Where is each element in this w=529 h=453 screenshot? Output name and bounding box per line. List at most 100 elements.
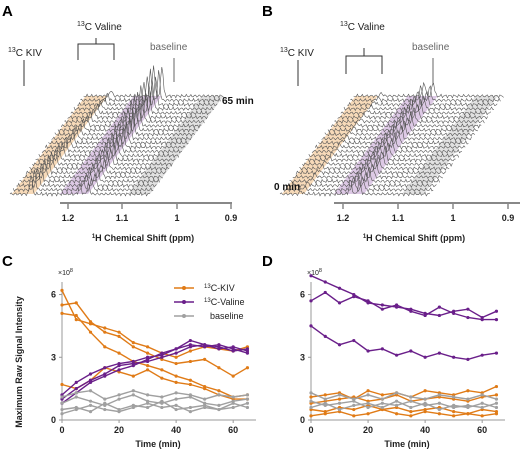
svg-text:13C KIV: 13C KIV [8, 47, 42, 59]
data-point [231, 374, 235, 378]
panel-letter-b: B [262, 3, 273, 20]
data-point [480, 405, 484, 410]
series-valine [309, 290, 499, 322]
data-point [380, 397, 384, 401]
data-point [88, 399, 93, 403]
data-point [203, 397, 207, 401]
data-point [452, 410, 456, 414]
spectrum-trace [70, 85, 212, 116]
panel-letter-a: A [2, 3, 13, 20]
svg-text:13C-KIV: 13C-KIV [204, 283, 235, 293]
data-point [337, 397, 342, 401]
data-point [309, 299, 313, 303]
data-point [494, 393, 499, 397]
data-point [160, 405, 164, 410]
data-point [74, 391, 78, 395]
legend-item-valine: 13C-Valine [174, 297, 245, 307]
data-point [494, 351, 499, 355]
series-baseline [60, 389, 250, 401]
data-point [117, 393, 121, 397]
data-point [366, 349, 370, 353]
data-point [217, 407, 221, 412]
data-point [117, 410, 121, 414]
panel-b: B 13C KIV 13C Valine baseline 0 min 1.2 … [262, 3, 520, 243]
data-point [309, 405, 313, 410]
data-point [352, 407, 356, 412]
data-point [437, 313, 441, 318]
series-line [310, 394, 497, 404]
x-axis-title-d: Time (min) [384, 439, 429, 449]
data-point [466, 389, 470, 393]
data-point [88, 389, 93, 393]
svg-text:13C KIV: 13C KIV [280, 47, 314, 59]
panel-d: D ×108 0 20 40 60 0 3 6 Time (min) [262, 253, 505, 449]
series-baseline [60, 401, 250, 416]
data-point [188, 382, 192, 387]
data-point [337, 407, 342, 412]
data-point [245, 401, 250, 405]
time-label-top: 65 min [222, 96, 254, 107]
x-tick-label: 60 [477, 425, 487, 435]
data-point [337, 393, 342, 397]
data-point [145, 405, 150, 410]
legend: 13C-KIV 13C-Valine baseline [174, 283, 245, 321]
series-valine [60, 343, 250, 401]
data-point [103, 397, 107, 401]
data-point [231, 405, 235, 410]
spectrum-trace [318, 129, 469, 146]
series-baseline [309, 399, 499, 410]
series-baseline [309, 391, 499, 401]
data-point [366, 389, 370, 393]
spectrum-trace [308, 140, 460, 159]
data-point [103, 407, 107, 412]
data-point [380, 303, 384, 307]
data-point [131, 341, 135, 345]
data-point [323, 290, 327, 295]
spectrum-trace [286, 171, 437, 189]
data-point [188, 349, 192, 353]
data-point [494, 318, 499, 322]
data-point [103, 326, 107, 330]
series-line [61, 312, 248, 398]
svg-text:baseline: baseline [412, 42, 450, 53]
series-line [61, 343, 248, 404]
spectrum-trace [80, 68, 221, 104]
data-point [323, 280, 327, 284]
data-point [74, 313, 78, 318]
data-point [217, 389, 221, 393]
data-point [352, 414, 356, 418]
spectrum-trace [48, 122, 189, 146]
data-point [88, 410, 93, 414]
data-point [145, 393, 150, 397]
data-point [394, 353, 399, 357]
data-point [480, 401, 484, 405]
data-point [437, 412, 441, 416]
svg-text:13C-Valine: 13C-Valine [204, 297, 245, 307]
spectrum-trace [289, 166, 440, 184]
x-axis-b: 1.2 1.1 1 0.9 1H Chemical Shift (ppm) [334, 202, 520, 243]
baseline-label: baseline [150, 42, 188, 53]
x-tick-label: 40 [420, 425, 430, 435]
data-point [88, 372, 93, 376]
spectrum-trace [299, 154, 450, 172]
data-point [480, 353, 484, 357]
data-point [437, 305, 441, 309]
data-point [245, 351, 250, 355]
data-point [188, 410, 192, 414]
data-point [103, 374, 107, 378]
data-point [60, 407, 64, 412]
data-point [423, 397, 427, 401]
y-tick-label: 6 [300, 290, 305, 300]
data-point [188, 378, 192, 382]
data-point [452, 403, 456, 407]
y-multiplier-d: ×108 [307, 268, 322, 277]
data-point [380, 401, 384, 405]
spectrum-trace [334, 107, 485, 125]
spectrum-trace [41, 132, 183, 155]
data-point [409, 309, 413, 313]
data-point [145, 364, 150, 368]
data-point [131, 374, 135, 378]
data-point [188, 393, 192, 397]
data-point [88, 330, 93, 334]
series-kiv [60, 311, 250, 399]
